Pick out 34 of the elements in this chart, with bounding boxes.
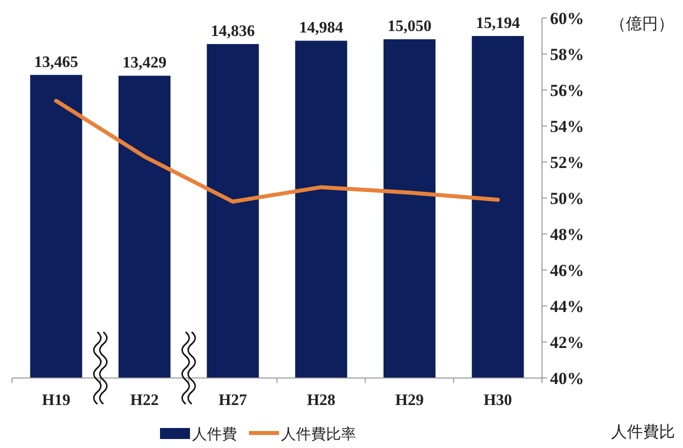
y2-tick-label: 44% [550, 297, 584, 316]
bar [30, 74, 82, 378]
text: 人件費比 [611, 422, 675, 441]
y2-tick-label: 40% [550, 369, 584, 388]
x-tick-label: H27 [218, 392, 248, 409]
data-label: 14,836 [210, 23, 255, 40]
x-tick-label: H22 [130, 392, 159, 409]
y2-tick-label: 42% [550, 333, 584, 352]
bar [118, 76, 170, 378]
data-label: 13,465 [34, 54, 78, 71]
x-tick-label: H19 [42, 392, 70, 409]
data-label: 13,429 [122, 54, 166, 72]
text: （億円） [610, 14, 674, 33]
bar [472, 36, 524, 378]
data-label: 14,984 [299, 20, 344, 37]
x-tick-label: H28 [306, 392, 336, 409]
data-label: 15,050 [388, 18, 432, 36]
legend-label: 人件費 [192, 425, 237, 443]
y2-tick-label: 46% [550, 261, 584, 280]
y2-tick-label: 50% [550, 189, 584, 208]
x-tick-label: H29 [395, 392, 424, 409]
y2-tick-label: 52% [550, 153, 584, 172]
y2-tick-label: 54% [550, 117, 584, 136]
legend-label: 人件費比率 [281, 425, 356, 443]
bar [206, 44, 259, 378]
line-series [54, 98, 500, 204]
y2-tick-label: 56% [550, 81, 584, 100]
y2-tick-label: 48% [550, 225, 584, 244]
data-label: 15,194 [476, 15, 520, 32]
bar [295, 40, 348, 378]
x-tick-label: H30 [484, 392, 512, 409]
y2-tick-label: 58% [550, 45, 584, 64]
y2-tick-label: 60% [550, 9, 584, 28]
bar [384, 39, 436, 378]
